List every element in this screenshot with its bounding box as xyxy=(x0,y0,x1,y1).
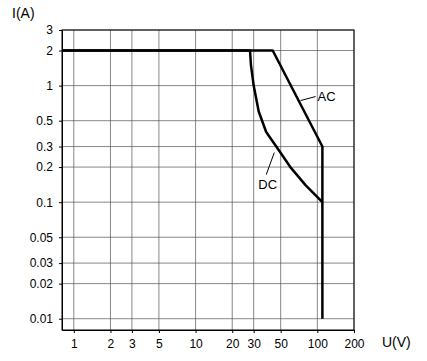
tick: 100 xyxy=(308,330,328,351)
series-line xyxy=(62,51,322,203)
grid-line-y xyxy=(62,237,354,238)
series-labels: AC DC xyxy=(258,89,335,192)
tick: 2 xyxy=(46,44,62,58)
tick: 30 xyxy=(247,330,261,351)
y-axis-title: I(A) xyxy=(12,5,35,21)
tick-mark xyxy=(59,319,62,320)
tick-mark xyxy=(110,330,111,333)
x-axis-title: U(V) xyxy=(382,334,411,350)
tick: 0.02 xyxy=(30,277,62,291)
tick: 1 xyxy=(46,79,62,93)
tick-mark xyxy=(59,86,62,87)
tick-label: 1 xyxy=(71,337,78,351)
grid-line-y xyxy=(62,283,354,284)
tick-mark xyxy=(254,330,255,333)
tick-mark xyxy=(281,330,282,333)
tick-mark xyxy=(59,284,62,285)
x-axis: 1 23 5 10 20 30 50 100 200 xyxy=(63,330,365,351)
tick-mark xyxy=(59,237,62,238)
tick: 3 xyxy=(129,330,136,351)
grid xyxy=(62,30,354,330)
tick: 3 xyxy=(46,23,62,37)
chart: 1235102030501002000.010.020.030.050.10.2… xyxy=(0,0,427,361)
tick-label: 20 xyxy=(226,337,240,351)
tick: 1 xyxy=(71,330,78,351)
leader-line xyxy=(266,153,274,175)
tick-label: 100 xyxy=(308,337,328,351)
tick-label: 1 xyxy=(46,79,53,93)
tick-mark xyxy=(354,330,355,333)
tick-mark xyxy=(232,330,233,333)
tick: 200 xyxy=(344,330,364,351)
grid-line-x xyxy=(195,30,196,330)
grid-line-x xyxy=(110,30,111,330)
tick-label: 0.05 xyxy=(30,231,54,245)
tick-mark xyxy=(59,263,62,264)
tick-label: 3 xyxy=(129,337,136,351)
tick-mark xyxy=(74,330,75,333)
grid-line-y xyxy=(62,85,354,86)
tick: 10 xyxy=(189,330,203,351)
grid-line-x xyxy=(280,30,281,330)
grid-line-y xyxy=(62,167,354,168)
grid-line-y xyxy=(62,318,354,319)
tick-label: 5 xyxy=(156,337,163,351)
grid-line-x xyxy=(131,30,132,330)
tick-mark xyxy=(196,330,197,333)
tick-label: 0.3 xyxy=(36,140,53,154)
plot-area xyxy=(62,51,322,319)
tick-mark xyxy=(59,147,62,148)
tick-label: 2 xyxy=(108,337,115,351)
tick: 2 xyxy=(108,330,115,351)
tick-label: 30 xyxy=(247,337,261,351)
tick-label: 2 xyxy=(46,44,53,58)
tick-mark xyxy=(59,30,62,31)
series-label: AC xyxy=(318,89,336,104)
tick-mark xyxy=(59,51,62,52)
tick-mark xyxy=(159,330,160,333)
tick-mark xyxy=(132,330,133,333)
series-label: DC xyxy=(258,177,277,192)
grid-line-y xyxy=(62,146,354,147)
grid-line-y xyxy=(62,202,354,203)
tick-label: 0.1 xyxy=(36,195,53,209)
tick-mark xyxy=(317,330,318,333)
tick: 0.3 xyxy=(36,140,62,154)
grid-line-x xyxy=(73,30,74,330)
tick-label: 0.03 xyxy=(30,256,54,270)
tick-mark xyxy=(59,121,62,122)
y-axis: 0.01 0.02 0.03 0.05 0.1 0.2 0.3 0.5 1 2 3 xyxy=(30,23,63,330)
tick: 5 xyxy=(156,330,163,351)
tick-label: 3 xyxy=(46,23,53,37)
tick-mark xyxy=(59,167,62,168)
tick-label: 0.5 xyxy=(36,114,53,128)
grid-line-x xyxy=(232,30,233,330)
tick: 0.5 xyxy=(36,114,62,128)
tick-label: 0.2 xyxy=(36,160,53,174)
tick: 0.03 xyxy=(30,256,62,270)
tick-mark xyxy=(59,202,62,203)
grid-line-y xyxy=(62,263,354,264)
tick: 50 xyxy=(275,330,289,351)
tick: 0.05 xyxy=(30,231,62,245)
tick: 0.01 xyxy=(30,312,62,326)
plot-frame xyxy=(62,30,354,330)
grid-line-x xyxy=(317,30,318,330)
tick: 0.1 xyxy=(36,195,62,209)
tick-label: 10 xyxy=(189,337,203,351)
tick: 20 xyxy=(226,330,240,351)
axis-line xyxy=(62,31,63,331)
tick-label: 0.01 xyxy=(30,312,54,326)
tick: 0.2 xyxy=(36,160,62,174)
axis-line xyxy=(63,330,355,331)
tick-label: 50 xyxy=(275,337,289,351)
series-line xyxy=(62,51,322,319)
grid-line-x xyxy=(158,30,159,330)
tick-label: 0.02 xyxy=(30,277,54,291)
leader-line xyxy=(301,97,316,101)
tick-label: 200 xyxy=(344,337,364,351)
